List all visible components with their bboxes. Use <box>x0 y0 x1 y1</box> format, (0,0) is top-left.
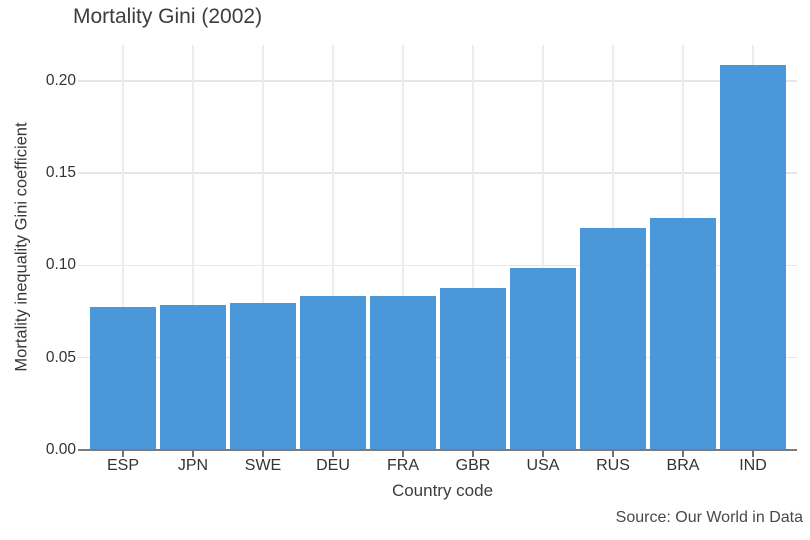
y-gridline <box>78 356 797 359</box>
bar-gbr <box>440 288 506 449</box>
bar-esp <box>90 306 156 449</box>
y-tick-label: 0.00 <box>45 441 76 458</box>
x-gridline <box>402 45 404 449</box>
x-tick <box>752 451 754 457</box>
y-tick-label: 0.05 <box>45 348 76 366</box>
x-tick <box>542 451 544 457</box>
bar-rus <box>580 227 646 449</box>
y-gridline <box>78 172 797 174</box>
x-tick <box>402 451 404 457</box>
x-tick-label: DEU <box>316 457 350 474</box>
x-axis-line <box>78 448 797 451</box>
x-tick-label: USA <box>526 457 560 474</box>
x-tick <box>472 451 474 457</box>
x-tick-label: SWE <box>244 457 282 474</box>
x-tick-label: JPN <box>177 457 209 474</box>
x-tick-label: GBR <box>455 457 491 474</box>
bar-bra <box>650 218 716 449</box>
x-tick <box>262 451 264 457</box>
x-gridline <box>262 45 264 449</box>
x-tick <box>682 451 684 457</box>
y-axis-title: Mortality inequality Gini coefficient <box>12 122 31 372</box>
y-gridline <box>78 264 797 267</box>
bar-deu <box>300 295 366 449</box>
bar-jpn <box>160 305 226 449</box>
y-gridline <box>78 80 797 82</box>
x-tick <box>122 451 124 457</box>
x-gridline <box>542 45 544 449</box>
bar-fra <box>370 295 436 449</box>
y-tick-label: 0.15 <box>45 164 76 182</box>
x-tick-label: BRA <box>666 457 700 474</box>
x-tick-label: RUS <box>596 457 630 474</box>
x-gridline <box>192 45 194 449</box>
chart-title: Mortality Gini (2002) <box>73 5 263 28</box>
x-tick-label: IND <box>739 457 767 474</box>
y-tick-label: 0.20 <box>45 71 76 89</box>
bar-usa <box>510 268 576 449</box>
x-gridline <box>472 45 474 449</box>
source-note: Source: Our World in Data <box>615 509 803 526</box>
x-tick <box>612 451 614 457</box>
x-tick-label: FRA <box>387 457 419 474</box>
x-tick <box>332 451 334 457</box>
x-axis-title: Country code <box>391 481 494 500</box>
x-gridline <box>122 45 124 449</box>
bar-swe <box>230 303 296 449</box>
x-tick <box>192 451 194 457</box>
x-gridline <box>332 45 334 449</box>
bar-ind <box>720 65 786 449</box>
plot-area <box>78 45 797 457</box>
y-tick-label: 0.10 <box>45 256 76 274</box>
x-tick-label: ESP <box>106 457 139 474</box>
